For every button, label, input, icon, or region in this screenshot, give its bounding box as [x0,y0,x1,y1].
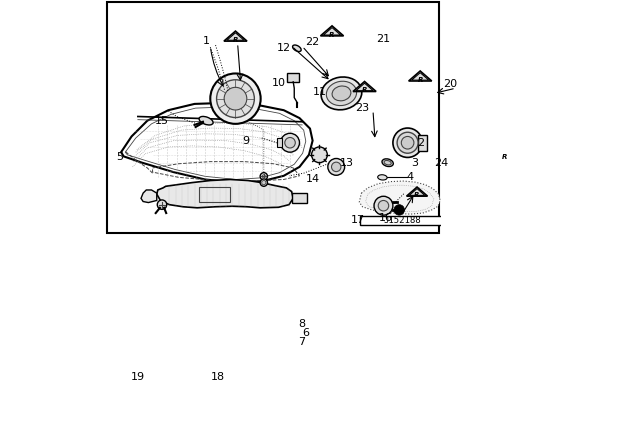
Text: R: R [417,77,423,83]
Text: 2: 2 [417,138,424,148]
Circle shape [260,179,268,186]
Text: J152188: J152188 [383,216,421,225]
Polygon shape [359,181,440,214]
Polygon shape [157,180,293,208]
Polygon shape [141,190,157,202]
Text: 7: 7 [298,337,306,347]
Bar [199,187,230,202]
Polygon shape [493,149,516,159]
Text: 19: 19 [131,372,145,382]
Circle shape [211,73,260,124]
FancyBboxPatch shape [287,73,299,82]
Text: R: R [502,155,507,160]
Text: 22: 22 [305,37,320,47]
Polygon shape [227,33,244,40]
Text: 14: 14 [306,174,320,185]
Ellipse shape [384,160,391,165]
Text: 1: 1 [203,36,209,46]
Ellipse shape [199,116,213,125]
Polygon shape [321,26,344,36]
Text: 17: 17 [351,215,365,225]
Text: 11: 11 [312,87,326,97]
Circle shape [260,172,268,180]
Polygon shape [406,187,428,196]
Ellipse shape [326,81,356,106]
Text: 10: 10 [271,78,285,88]
Text: R: R [414,192,420,198]
Text: 12: 12 [276,43,291,53]
Text: 20: 20 [444,79,458,89]
Polygon shape [409,71,432,81]
Ellipse shape [292,45,301,52]
Polygon shape [409,189,425,195]
Circle shape [401,137,414,149]
Text: R: R [362,87,367,93]
FancyBboxPatch shape [417,135,427,151]
Polygon shape [121,103,312,183]
Text: 9: 9 [243,136,250,146]
Ellipse shape [321,77,362,110]
Text: 15: 15 [155,116,169,126]
Circle shape [157,200,167,209]
Ellipse shape [332,86,351,101]
Text: 3: 3 [412,158,419,168]
Circle shape [262,181,266,185]
Circle shape [378,200,388,211]
Text: 16: 16 [379,213,393,223]
Circle shape [394,205,404,215]
Text: R: R [233,37,238,43]
Text: R: R [330,32,335,38]
Ellipse shape [378,175,387,180]
Text: 18: 18 [211,372,225,382]
Text: 8: 8 [298,319,306,329]
FancyBboxPatch shape [277,138,282,147]
Text: 21: 21 [376,34,390,44]
Polygon shape [412,73,429,80]
Circle shape [285,138,295,148]
Polygon shape [495,151,513,158]
Text: 6: 6 [302,327,309,338]
Text: 4: 4 [406,172,413,182]
Circle shape [216,80,254,117]
Bar [292,193,307,202]
Ellipse shape [382,159,394,167]
Polygon shape [224,31,247,41]
Polygon shape [323,27,340,35]
Circle shape [262,175,266,178]
Circle shape [374,196,393,215]
Circle shape [397,132,418,153]
Text: 24: 24 [434,158,448,168]
Circle shape [224,87,247,110]
Polygon shape [356,83,373,90]
Circle shape [328,159,344,175]
Text: 23: 23 [355,103,369,112]
Circle shape [280,134,300,152]
Polygon shape [353,82,376,91]
Text: 5: 5 [116,152,124,163]
Bar [360,216,444,224]
Circle shape [312,147,327,163]
Circle shape [332,162,341,172]
Circle shape [393,128,422,157]
Text: 13: 13 [340,158,354,168]
